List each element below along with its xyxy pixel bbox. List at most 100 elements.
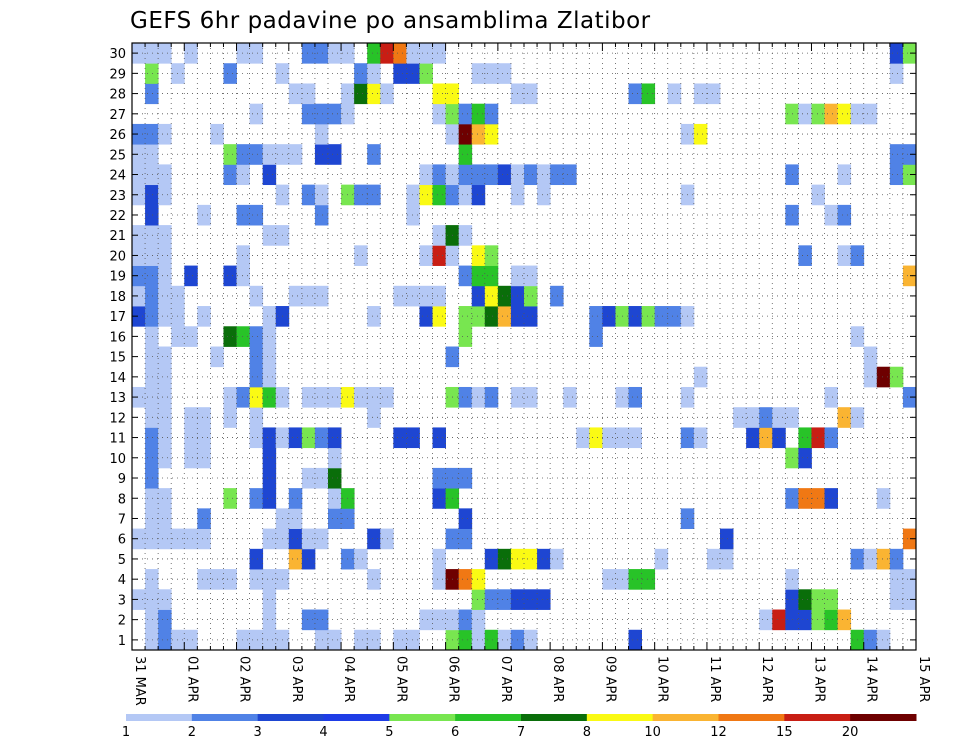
heatmap-cell: [249, 427, 264, 449]
heatmap-cell: [301, 548, 316, 570]
heatmap-cell: [576, 427, 590, 449]
heatmap-cell: [458, 265, 473, 287]
heatmap-cell: [197, 204, 211, 226]
heatmap-cell: [889, 43, 904, 64]
heatmap-cell: [262, 144, 277, 165]
heatmap-cell: [471, 184, 486, 206]
heatmap-cell: [902, 43, 917, 64]
heatmap-cell: [654, 548, 669, 570]
heatmap-cell: [524, 589, 538, 610]
heatmap-cell: [158, 508, 172, 529]
heatmap-cell: [471, 164, 486, 186]
heatmap-cell: [824, 386, 838, 408]
heatmap-cell: [798, 488, 812, 509]
heatmap-cell: [314, 609, 329, 631]
heatmap-cell: [249, 346, 264, 368]
heatmap-cell: [236, 265, 250, 287]
heatmap-cell: [824, 427, 838, 449]
heatmap-cell: [158, 265, 172, 287]
heatmap-cell: [497, 306, 512, 327]
heatmap-cell: [706, 548, 721, 570]
heatmap-cell: [798, 427, 812, 449]
heatmap-cell: [145, 204, 159, 226]
heatmap-cell: [301, 528, 316, 550]
heatmap-cell: [197, 508, 211, 529]
heatmap-cell: [314, 204, 329, 226]
heatmap-cell: [158, 346, 172, 368]
heatmap-cell: [145, 184, 159, 206]
heatmap-cell: [798, 609, 812, 631]
legend-swatch: [257, 714, 324, 721]
heatmap-cell: [837, 245, 852, 266]
heatmap-cell: [484, 548, 499, 570]
heatmap-cell: [249, 326, 264, 347]
heatmap-cell: [158, 609, 172, 631]
y-tick-label: 15: [109, 351, 126, 366]
heatmap-cell: [393, 285, 407, 307]
heatmap-cell: [314, 467, 329, 489]
heatmap-cell: [589, 326, 603, 347]
heatmap-cell: [262, 346, 277, 368]
heatmap-cell: [158, 245, 172, 266]
heatmap-cell: [132, 245, 146, 266]
heatmap-cell: [693, 366, 708, 388]
heatmap-cell: [158, 488, 172, 509]
heatmap-cell: [158, 164, 172, 186]
heatmap-cell: [367, 569, 381, 590]
heatmap-cell: [837, 204, 852, 226]
legend-label: 15: [776, 725, 793, 740]
heatmap-cell: [602, 306, 616, 327]
heatmap-cell: [262, 467, 277, 489]
heatmap-cell: [145, 467, 159, 489]
heatmap-cell: [301, 184, 316, 206]
heatmap-cell: [145, 144, 159, 165]
heatmap-cell: [432, 184, 446, 206]
heatmap-cell: [367, 407, 381, 428]
heatmap-cell: [262, 225, 277, 246]
heatmap-cell: [262, 488, 277, 509]
heatmap-cell: [132, 386, 146, 408]
heatmap-cell: [184, 427, 198, 449]
heatmap-cell: [876, 488, 891, 509]
heatmap-cell: [223, 164, 237, 186]
heatmap-cell: [301, 285, 316, 307]
heatmap-cell: [145, 346, 159, 368]
x-tick-label: 02 APR: [237, 656, 252, 702]
heatmap-cell: [432, 548, 446, 570]
heatmap-cell: [628, 306, 642, 327]
heatmap-cell: [262, 306, 277, 327]
x-tick-label: 14 APR: [864, 656, 879, 702]
heatmap-cell: [471, 123, 486, 145]
heatmap-cell: [458, 528, 473, 550]
y-tick-label: 28: [109, 88, 126, 103]
heatmap-cell: [223, 326, 237, 347]
heatmap-cell: [772, 407, 786, 428]
heatmap-cell: [458, 629, 473, 651]
heatmap-cell: [158, 629, 172, 651]
y-tick-label: 10: [109, 452, 126, 467]
heatmap-cell: [288, 528, 303, 550]
heatmap-cell: [471, 569, 486, 590]
y-tick-label: 22: [109, 209, 126, 224]
heatmap-cell: [262, 427, 277, 449]
heatmap-cell: [158, 285, 172, 307]
x-tick-label: 04 APR: [341, 656, 356, 702]
heatmap-cell: [223, 488, 237, 509]
heatmap-cell: [145, 508, 159, 529]
y-tick-label: 25: [109, 148, 126, 163]
heatmap-cell: [301, 467, 316, 489]
heatmap-cell: [497, 63, 512, 84]
y-tick-label: 19: [109, 270, 126, 285]
heatmap-cell: [419, 184, 433, 206]
heatmap-cell: [145, 366, 159, 388]
x-tick-label: 03 APR: [289, 656, 304, 702]
heatmap-cell: [367, 144, 381, 165]
heatmap-cell: [811, 589, 825, 610]
heatmap-cell: [589, 427, 603, 449]
heatmap-cell: [158, 306, 172, 327]
heatmap-cell: [811, 103, 825, 125]
heatmap-cell: [628, 629, 642, 651]
heatmap-cell: [132, 528, 146, 550]
heatmap-cell: [484, 285, 499, 307]
